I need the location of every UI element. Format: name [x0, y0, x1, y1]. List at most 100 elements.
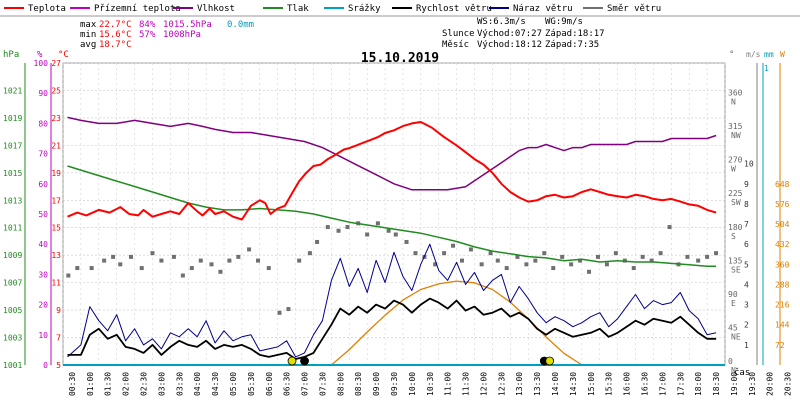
stat-min-temp: 15.6°C [99, 30, 132, 40]
x-tick-label: 04:00 [193, 372, 202, 396]
axis-pct-tick: 100 [34, 59, 49, 68]
axis-temp-tick: 25 [51, 86, 61, 95]
axis-dir-tick: 360 [728, 89, 743, 98]
series-direction-point [714, 251, 719, 256]
axis-wm2-tick: 504 [775, 220, 790, 229]
legend-label: Vlhkost [197, 4, 235, 14]
axis-ms-tick: 2 [744, 321, 749, 330]
axis-temp-tick: 15 [51, 224, 61, 233]
x-tick-label: 02:00 [122, 372, 131, 396]
series-direction-point [118, 262, 123, 267]
astro-block: WS:6.3m/s WG:9m/s Slunce Východ:07:27 Zá… [442, 17, 605, 50]
series-direction-point [495, 258, 500, 263]
series-direction-point [515, 254, 520, 259]
stat-avg-label: avg [80, 40, 96, 50]
axis-compass-tick: W [731, 165, 736, 174]
axis-compass-tick: SW [731, 198, 741, 207]
series-direction-point [533, 258, 538, 263]
x-tick-label: 01:30 [104, 372, 113, 396]
axis-ms-tick: 9 [744, 180, 749, 189]
axis-temp-tick: 9 [56, 306, 61, 315]
axis-pct-tick: 0 [43, 361, 48, 370]
axis-pct-tick: 10 [38, 331, 48, 340]
legend-label: Teplota [28, 4, 66, 14]
axis-hpa-label: hPa [3, 50, 19, 60]
series-direction-point [631, 266, 636, 271]
series-direction-point [658, 251, 663, 256]
stat-precip: 0.0mm [227, 20, 254, 30]
series-temperature [67, 121, 717, 221]
axis-compass-tick: E [731, 299, 736, 308]
marker-sunset [545, 356, 555, 366]
x-tick-label: 05:00 [229, 372, 238, 396]
axis-hpa-tick: 1019 [3, 114, 22, 123]
axis-temp-tick: 27 [51, 59, 61, 68]
series-direction-point [345, 225, 350, 230]
axis-hpa-tick: 1005 [3, 306, 22, 315]
axis-compass-tick: S [731, 232, 736, 241]
moon-rise: Východ:18:12 [477, 40, 542, 50]
x-tick-label: 11:00 [444, 372, 453, 396]
marker-sunrise [300, 356, 309, 366]
series-direction-point [315, 239, 320, 244]
series-direction-point [595, 254, 600, 259]
axis-temp-tick: 23 [51, 114, 61, 123]
x-tick-label: 07:00 [301, 372, 310, 396]
series-direction-point [286, 307, 291, 312]
series-direction-point [266, 266, 271, 271]
series-direction-point [442, 251, 447, 256]
axis-pct-tick: 50 [38, 210, 48, 219]
x-tick-label: 00:30 [68, 372, 77, 396]
x-tick-label: 14:00 [551, 372, 560, 396]
x-tick-label: 13:00 [515, 372, 524, 396]
wind-wg: WG:9m/s [545, 17, 583, 27]
axis-dir-tick: 135 [728, 256, 743, 265]
axis-ms-tick: 4 [744, 280, 749, 289]
axis-ms-label: m/s [746, 50, 761, 59]
series-direction-point [365, 232, 370, 237]
axis-compass-tick: N [731, 98, 736, 107]
x-tick-label: 15:30 [605, 372, 614, 396]
x-tick-label: 10:00 [408, 372, 417, 396]
series-direction-point [111, 254, 116, 259]
series-direction-point [236, 254, 241, 259]
series-direction-point [375, 221, 380, 226]
series-direction-point [705, 254, 710, 259]
series-direction-point [587, 269, 592, 274]
moon-label: Měsíc [442, 40, 469, 50]
axis-ms-tick: 8 [744, 200, 749, 209]
series-direction-point [667, 225, 672, 230]
series-direction-point [413, 251, 418, 256]
x-tick-label: 15:00 [587, 372, 596, 396]
axis-ms-tick: 7 [744, 220, 749, 229]
series-direction-point [171, 254, 176, 259]
x-tick-label: 08:30 [354, 372, 363, 396]
series-direction-point [560, 254, 565, 259]
series-direction-point [404, 239, 409, 244]
axis-hpa-tick: 1011 [3, 224, 22, 233]
axis-compass-tick: SE [731, 265, 741, 274]
x-tick-label: 18:00 [694, 372, 703, 396]
axis-temp-tick: 17 [51, 196, 61, 205]
axis-dir-tick: 0 [728, 357, 733, 366]
axis-mm-tick: 1 [764, 64, 769, 73]
axis-pct-tick: 90 [38, 89, 48, 98]
axis-compass-tick: N [731, 366, 736, 375]
marker-moonset [287, 356, 297, 366]
x-tick-label: 19:00 [730, 372, 739, 396]
series-direction-point [256, 258, 261, 263]
stat-min-hum: 57% [139, 30, 156, 40]
axis-temp-label: °C [58, 50, 69, 60]
series-direction-point [433, 262, 438, 267]
axis-wm2-tick: 216 [775, 301, 790, 310]
sun-label: Slunce [442, 29, 475, 39]
axis-ms-tick: 1 [744, 341, 749, 350]
x-tick-label: 01:00 [86, 372, 95, 396]
axis-hpa-tick: 1017 [3, 141, 22, 150]
series-direction-point [66, 273, 71, 278]
axis-wm2-tick: 648 [775, 180, 790, 189]
series-direction-point [325, 225, 330, 230]
series-direction-point [189, 266, 194, 271]
x-tick-label: 08:00 [336, 372, 345, 396]
series-direction-point [604, 262, 609, 267]
